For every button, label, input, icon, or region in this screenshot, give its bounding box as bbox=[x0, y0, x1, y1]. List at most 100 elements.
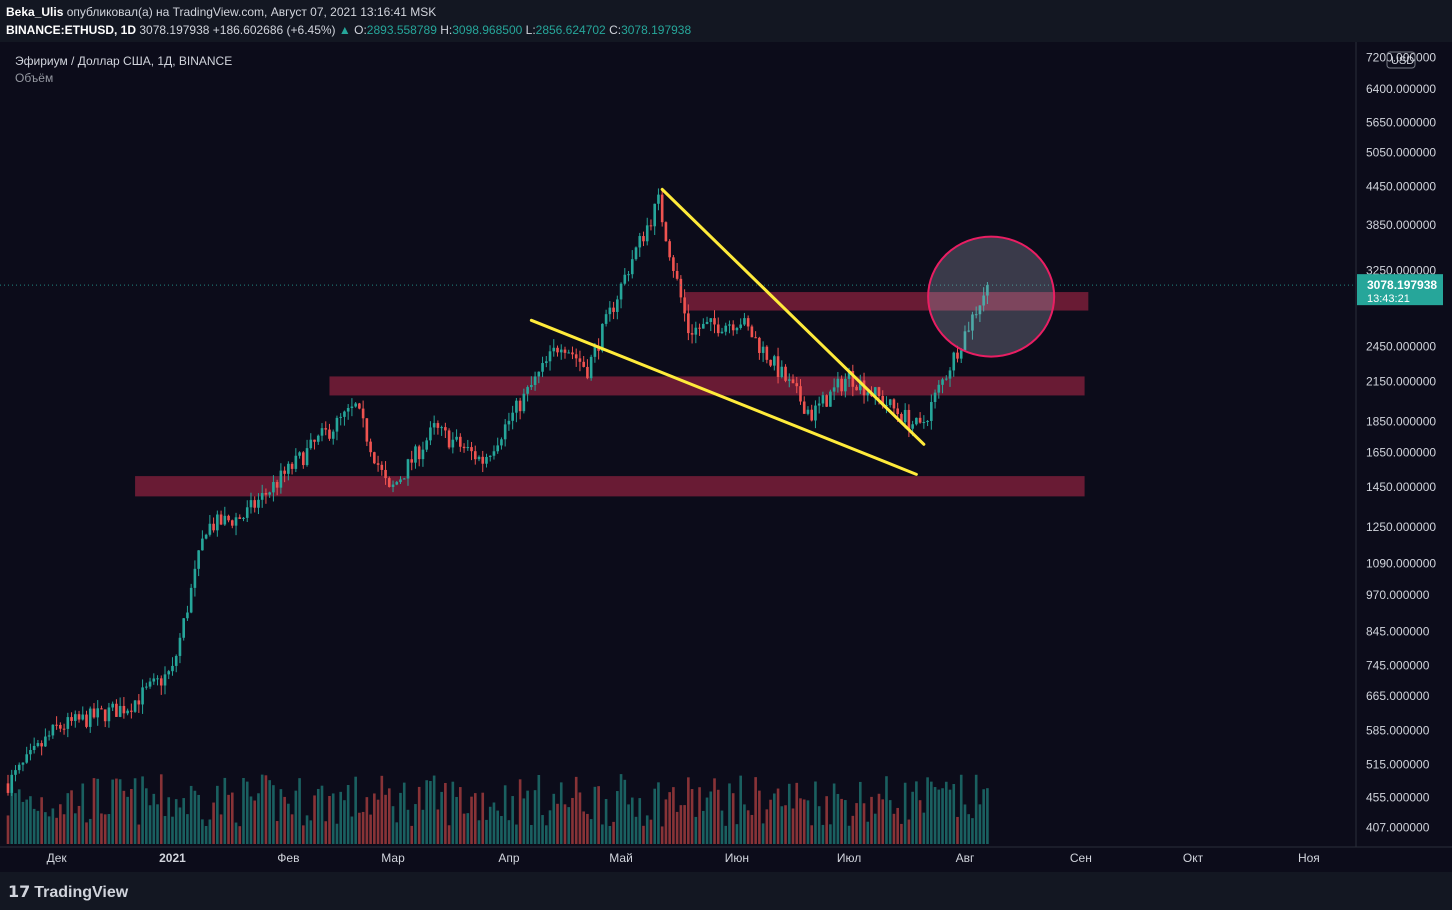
candle-body bbox=[885, 405, 888, 407]
volume-bar bbox=[941, 788, 944, 844]
volume-bar bbox=[630, 797, 634, 844]
volume-bar bbox=[642, 825, 645, 844]
volume-bar bbox=[574, 776, 578, 844]
volume-bar bbox=[216, 785, 219, 844]
volume-bar bbox=[429, 780, 432, 844]
volume-bar bbox=[223, 777, 227, 844]
candle-body bbox=[32, 745, 36, 751]
candle-body bbox=[346, 408, 350, 412]
volume-bar bbox=[567, 807, 571, 844]
volume-bar bbox=[219, 814, 223, 844]
candle-body bbox=[230, 520, 234, 526]
candle-body bbox=[664, 222, 668, 242]
volume-bar bbox=[451, 781, 455, 844]
candle-body bbox=[963, 331, 967, 351]
candle-body bbox=[253, 500, 257, 508]
volume-bar bbox=[563, 804, 567, 844]
volume-bar bbox=[201, 819, 204, 844]
candle-body bbox=[245, 507, 249, 518]
candle-body bbox=[541, 363, 544, 372]
candle-body bbox=[567, 352, 571, 354]
candle-body bbox=[294, 455, 298, 469]
candle-body bbox=[888, 399, 892, 406]
volume-bar bbox=[548, 810, 552, 844]
candle-body bbox=[287, 463, 290, 474]
candle-body bbox=[784, 366, 787, 381]
candle-body bbox=[118, 705, 122, 717]
volume-bar bbox=[455, 796, 458, 844]
volume-bar bbox=[608, 825, 612, 844]
candle-body bbox=[477, 456, 481, 460]
candle-body bbox=[152, 678, 156, 682]
volume-bar bbox=[619, 774, 623, 844]
volume-bar bbox=[227, 794, 230, 844]
price-tick-label: 6400.000000 bbox=[1366, 82, 1436, 96]
volume-bar bbox=[544, 825, 548, 844]
volume-bar bbox=[313, 795, 316, 844]
volume-bar bbox=[500, 816, 503, 844]
volume-bar bbox=[51, 808, 55, 844]
candle-body bbox=[978, 305, 982, 315]
candle-body bbox=[257, 499, 260, 508]
volume-bar bbox=[844, 800, 847, 844]
candle-body bbox=[399, 479, 402, 483]
volume-bar bbox=[473, 793, 477, 844]
price-chart[interactable]: 7200.000000 6400.000000 5650.000000 5050.00… bbox=[0, 42, 1452, 872]
candle-body bbox=[373, 452, 376, 464]
volume-bar bbox=[436, 809, 440, 844]
candle-body bbox=[653, 203, 657, 227]
volume-bar bbox=[167, 797, 171, 844]
volume-bar bbox=[496, 810, 500, 844]
volume-bar bbox=[784, 805, 787, 844]
volume-bar bbox=[645, 815, 649, 844]
candle-body bbox=[223, 515, 227, 525]
volume-bar bbox=[145, 788, 148, 844]
candle-body bbox=[73, 714, 77, 721]
candle-body bbox=[616, 299, 619, 312]
candle-body bbox=[335, 417, 339, 432]
volume-bar bbox=[163, 816, 167, 844]
candle-body bbox=[361, 408, 365, 419]
volume-bar bbox=[537, 775, 541, 844]
volume-bar bbox=[754, 777, 757, 844]
candle-body bbox=[739, 324, 742, 328]
candle-body bbox=[731, 324, 735, 331]
legend-volume: Объём bbox=[15, 71, 53, 85]
volume-bar bbox=[522, 798, 526, 844]
volume-bar bbox=[963, 804, 967, 844]
candle-body bbox=[941, 379, 944, 385]
candle-body bbox=[948, 370, 952, 379]
author-name[interactable]: Beka_Ulis bbox=[6, 5, 64, 19]
volume-bar bbox=[14, 793, 17, 844]
time-tick-label: Сен bbox=[1070, 851, 1092, 865]
volume-bar bbox=[253, 800, 257, 844]
candle-body bbox=[107, 707, 111, 722]
price-tick-label: 5050.000000 bbox=[1366, 145, 1436, 159]
volume-bar bbox=[346, 784, 350, 844]
volume-bar bbox=[735, 824, 739, 844]
candle-body bbox=[728, 324, 731, 326]
candle-body bbox=[866, 392, 870, 396]
volume-bar bbox=[189, 785, 193, 844]
volume-bar bbox=[746, 810, 750, 844]
volume-bar bbox=[88, 818, 92, 844]
candle-body bbox=[376, 463, 380, 465]
volume-bar bbox=[664, 799, 668, 844]
volume-bar bbox=[339, 791, 343, 844]
candle-body bbox=[182, 618, 186, 638]
candle-body bbox=[387, 478, 391, 487]
volume-bar bbox=[836, 793, 840, 844]
price-tick-label: 2150.000000 bbox=[1366, 374, 1436, 388]
tradingview-logo[interactable]: 𝟭𝟳 TradingView bbox=[8, 882, 128, 902]
candle-body bbox=[675, 270, 679, 279]
volume-bar bbox=[795, 782, 799, 844]
candle-body bbox=[967, 330, 971, 332]
highlight-circle bbox=[927, 235, 1056, 358]
candle-body bbox=[10, 774, 14, 793]
volume-bar bbox=[305, 815, 309, 844]
volume-bar bbox=[586, 813, 589, 844]
candle-body bbox=[62, 728, 66, 730]
volume-bar bbox=[705, 797, 709, 844]
candle-body bbox=[810, 409, 814, 421]
candle-body bbox=[638, 236, 642, 248]
